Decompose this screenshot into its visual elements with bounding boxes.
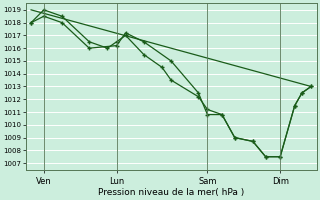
X-axis label: Pression niveau de la mer( hPa ): Pression niveau de la mer( hPa ) bbox=[98, 188, 244, 197]
